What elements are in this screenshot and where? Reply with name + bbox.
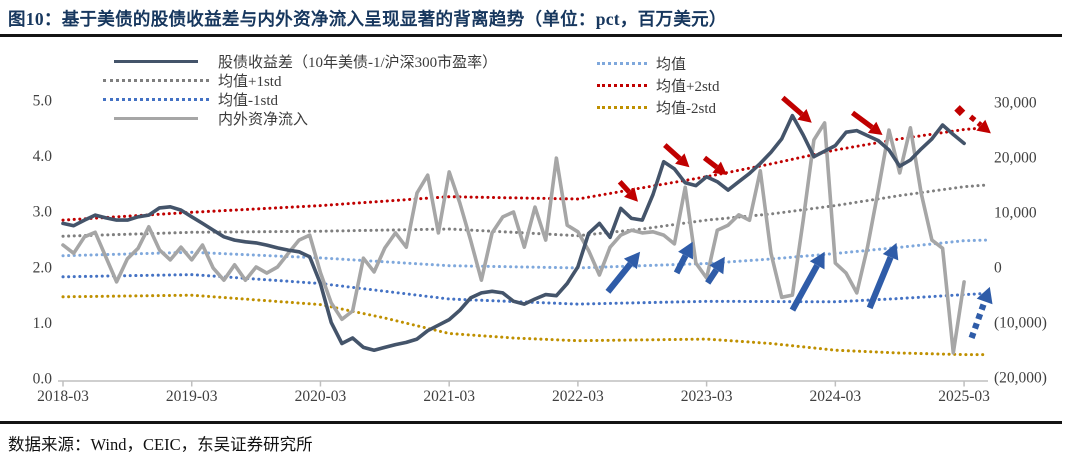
blue-up-arrow-head <box>678 241 693 260</box>
blue-up-arrow-shaft <box>866 256 894 310</box>
legend-column-1: 股债收益差（10年美债-1/沪深300市盈率） 均值+1std 均值-1std … <box>103 52 497 128</box>
blue-up-arrow-shaft <box>705 268 719 285</box>
right-axis-label: 20,000 <box>994 150 1037 167</box>
blue-up-arrow-head <box>623 251 641 270</box>
red-down-arrow-shaft <box>617 179 632 194</box>
right-axis-label: 10,000 <box>994 205 1037 222</box>
red-down-arrow-shaft <box>663 143 682 161</box>
x-axis-label: 2023-03 <box>681 388 733 405</box>
mean-minus-1std-swatch <box>103 98 209 101</box>
right-axis-label: (20,000) <box>994 370 1047 387</box>
blue-up-arrow-head <box>809 251 825 270</box>
legend-column-2: 均值 均值+2std 均值-2std <box>597 52 719 118</box>
red-down-arrow-head <box>712 161 728 176</box>
series-line-mean <box>61 238 987 270</box>
legend-item-spread: 股债收益差（10年美债-1/沪深300市盈率） <box>103 52 497 71</box>
x-axis-label: 2020-03 <box>295 388 347 405</box>
blue-dashed-up-arrow-head <box>976 286 993 305</box>
legend-label-mean-minus-1std: 均值-1std <box>218 93 279 109</box>
footer-separator-line <box>0 421 1062 424</box>
legend-item-flow: 内外资净流入 <box>103 109 497 128</box>
left-axis-label: 4.0 <box>33 148 53 165</box>
series-line-mean_m2 <box>61 293 987 357</box>
legend-label-spread: 股债收益差（10年美债-1/沪深300市盈率） <box>218 55 498 71</box>
legend-item-mean-minus-2std: 均值-2std <box>597 96 719 118</box>
red-down-arrow-shaft <box>850 110 874 130</box>
blue-up-arrow-shaft <box>605 261 633 294</box>
left-axis-label: 3.0 <box>33 204 53 221</box>
series-line-mean_p1 <box>61 183 987 238</box>
legend-label-mean-plus-2std: 均值+2std <box>656 78 720 95</box>
blue-up-arrow-shaft <box>789 263 820 312</box>
left-axis-label: 2.0 <box>33 259 53 276</box>
flow-line-swatch <box>114 117 198 120</box>
figure-title: 图10：基于美债的股债收益差与内外资净流入呈现显著的背离趋势（单位：pct，百万… <box>8 9 727 29</box>
legend-item-mean-plus-1std: 均值+1std <box>103 71 497 90</box>
blue-up-arrow-head <box>709 256 725 275</box>
series-line-mean_m1 <box>61 273 987 306</box>
mean-plus-2std-swatch <box>597 83 647 87</box>
right-axis-label: (10,000) <box>994 315 1047 332</box>
legend-item-mean-minus-1std: 均值-1std <box>103 90 497 109</box>
x-axis-label: 2025-03 <box>938 388 990 405</box>
legend-item-mean: 均值 <box>597 52 719 74</box>
spread-line-swatch <box>114 60 198 63</box>
left-axis-label: 1.0 <box>33 315 53 332</box>
red-dashed-down-arrow-shaft <box>968 114 983 128</box>
legend-label-mean: 均值 <box>656 56 687 73</box>
blue-up-arrow-head <box>882 242 899 261</box>
source-note: 数据来源：Wind，CEIC，东吴证券研究所 <box>8 435 313 454</box>
x-axis-label: 2018-03 <box>37 388 89 405</box>
blue-dashed-up-arrow-shaft <box>968 300 988 340</box>
series-line-mean_p2 <box>61 126 987 222</box>
red-down-arrow-shaft <box>781 95 804 117</box>
x-axis-label: 2022-03 <box>552 388 604 405</box>
red-dashed-arrow-dot <box>954 105 966 117</box>
x-axis-label: 2019-03 <box>166 388 218 405</box>
red-down-arrow-head <box>675 153 690 168</box>
x-axis-label: 2021-03 <box>423 388 475 405</box>
title-separator-line <box>0 34 1062 37</box>
mean-plus-1std-swatch <box>103 79 209 82</box>
red-down-arrow-shaft <box>702 155 719 170</box>
blue-up-arrow-shaft <box>673 254 689 275</box>
left-axis-label: 0.0 <box>33 371 53 388</box>
legend-item-mean-plus-2std: 均值+2std <box>597 74 719 96</box>
mean-minus-2std-swatch <box>597 105 647 109</box>
red-down-arrow-head <box>624 187 638 202</box>
x-axis-label: 2024-03 <box>810 388 862 405</box>
red-dashed-down-arrow-head <box>976 119 991 134</box>
series-line-spread <box>61 113 966 353</box>
legend-label-mean-plus-1std: 均值+1std <box>218 74 282 90</box>
red-down-arrow-head <box>797 109 812 123</box>
series-line-flow <box>61 121 966 355</box>
right-axis-label: 30,000 <box>994 95 1037 112</box>
right-axis-label: 0 <box>994 260 1002 277</box>
mean-swatch <box>597 61 647 65</box>
legend-label-mean-minus-2std: 均值-2std <box>656 100 717 117</box>
legend-label-flow: 内外资净流入 <box>218 112 309 128</box>
left-axis-label: 5.0 <box>33 93 53 110</box>
red-down-arrow-head <box>867 121 883 136</box>
